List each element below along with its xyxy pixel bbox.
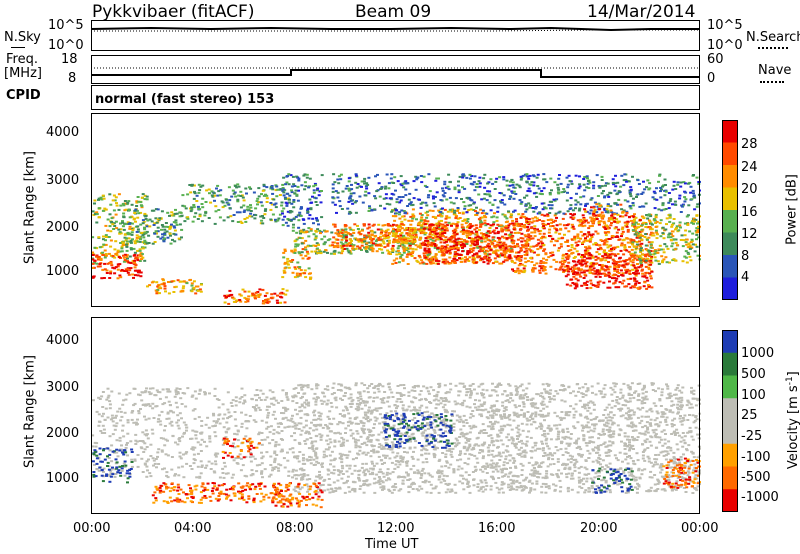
nave-label: Nave — [758, 63, 792, 78]
velocity-cb-tick-neg1000: -1000 — [741, 490, 779, 505]
velocity-ytick-1000: 1000 — [46, 471, 80, 486]
beam-label: Beam 09 — [355, 2, 432, 22]
velocity-cb-tick-25: 25 — [741, 408, 758, 423]
nsearch-dotted-legend — [758, 47, 788, 49]
power-cb-tick-8: 8 — [741, 249, 750, 264]
freq-label-line2: [MHz] — [4, 66, 42, 81]
xtick-2000: 20:00 — [580, 521, 618, 536]
power-ytick-2000: 2000 — [46, 220, 80, 235]
power-ytick-3000: 3000 — [46, 173, 80, 188]
velocity-colorbar — [722, 330, 738, 512]
freq-left-tick-top: 18 — [61, 52, 78, 67]
velocity-cb-tick-1000: 1000 — [741, 346, 775, 361]
nave-dotted-legend — [760, 81, 784, 83]
power-cb-tick-12: 12 — [741, 227, 758, 242]
velocity-ytick-3000: 3000 — [46, 380, 80, 395]
power-cb-tick-16: 16 — [741, 205, 758, 220]
velocity-cb-label-text: Velocity [m s — [786, 385, 800, 470]
freq-panel — [91, 55, 700, 84]
nsky-panel — [91, 20, 700, 51]
nsearch-line — [91, 29, 700, 32]
velocity-ylabel: Slant Range [km] — [22, 355, 38, 468]
velocity-heatmap — [91, 317, 701, 514]
nsky-label-underline — [11, 47, 25, 48]
power-cb-tick-20: 20 — [741, 182, 758, 197]
freq-left-tick-bottom: 8 — [68, 71, 77, 86]
freq-line — [91, 69, 700, 78]
nsearch-label: N.Search — [746, 30, 800, 45]
nsky-left-tick-bottom: 10^0 — [48, 38, 84, 53]
power-ylabel: Slant Range [km] — [22, 151, 38, 264]
velocity-cb-tick-neg500: -500 — [741, 470, 771, 485]
cpid-text: normal (fast stereo) 153 — [95, 92, 275, 107]
cpid-panel — [91, 85, 700, 110]
power-cb-tick-4: 4 — [741, 270, 750, 285]
xtick-0800: 08:00 — [276, 521, 314, 536]
date-label: 14/Mar/2014 — [587, 2, 696, 22]
power-ytick-1000: 1000 — [46, 264, 80, 279]
station-title: Pykkvibaer (fitACF) — [92, 2, 255, 22]
nsky-left-tick-top: 10^5 — [48, 18, 84, 33]
xtick-0400: 04:00 — [174, 521, 212, 536]
xtick-0000: 00:00 — [73, 521, 111, 536]
velocity-cb-tick-neg100: -100 — [741, 450, 771, 465]
xtick-2400: 00:00 — [681, 521, 719, 536]
power-heatmap — [91, 113, 701, 307]
nsky-line — [91, 26, 700, 32]
cpid-label: CPID — [6, 88, 41, 103]
power-cb-label: Power [dB] — [784, 174, 800, 245]
xaxis-label: Time UT — [365, 537, 419, 552]
power-cb-tick-28: 28 — [741, 137, 758, 152]
velocity-ytick-4000: 4000 — [46, 333, 80, 348]
nsky-label: N.Sky — [4, 30, 41, 45]
freq-right-tick-top: 60 — [707, 52, 724, 67]
velocity-cb-tick-500: 500 — [741, 367, 766, 382]
velocity-cb-label-sup: -1 — [784, 376, 795, 386]
xtick-1600: 16:00 — [478, 521, 516, 536]
velocity-cb-tick-100: 100 — [741, 388, 766, 403]
freq-right-tick-bottom: 0 — [707, 71, 716, 86]
nsky-right-tick-top: 10^5 — [707, 18, 743, 33]
velocity-ytick-2000: 2000 — [46, 426, 80, 441]
velocity-cb-label-close: ] — [786, 371, 800, 377]
power-cb-tick-24: 24 — [741, 160, 758, 175]
xtick-1200: 12:00 — [377, 521, 415, 536]
velocity-cb-label: Velocity [m s-1] — [785, 357, 800, 483]
nsky-right-tick-bottom: 10^0 — [707, 38, 743, 53]
power-ytick-4000: 4000 — [46, 125, 80, 140]
power-colorbar — [722, 120, 738, 300]
freq-label-line1: Freq. — [6, 52, 38, 67]
velocity-cb-tick-neg25: -25 — [741, 429, 763, 444]
